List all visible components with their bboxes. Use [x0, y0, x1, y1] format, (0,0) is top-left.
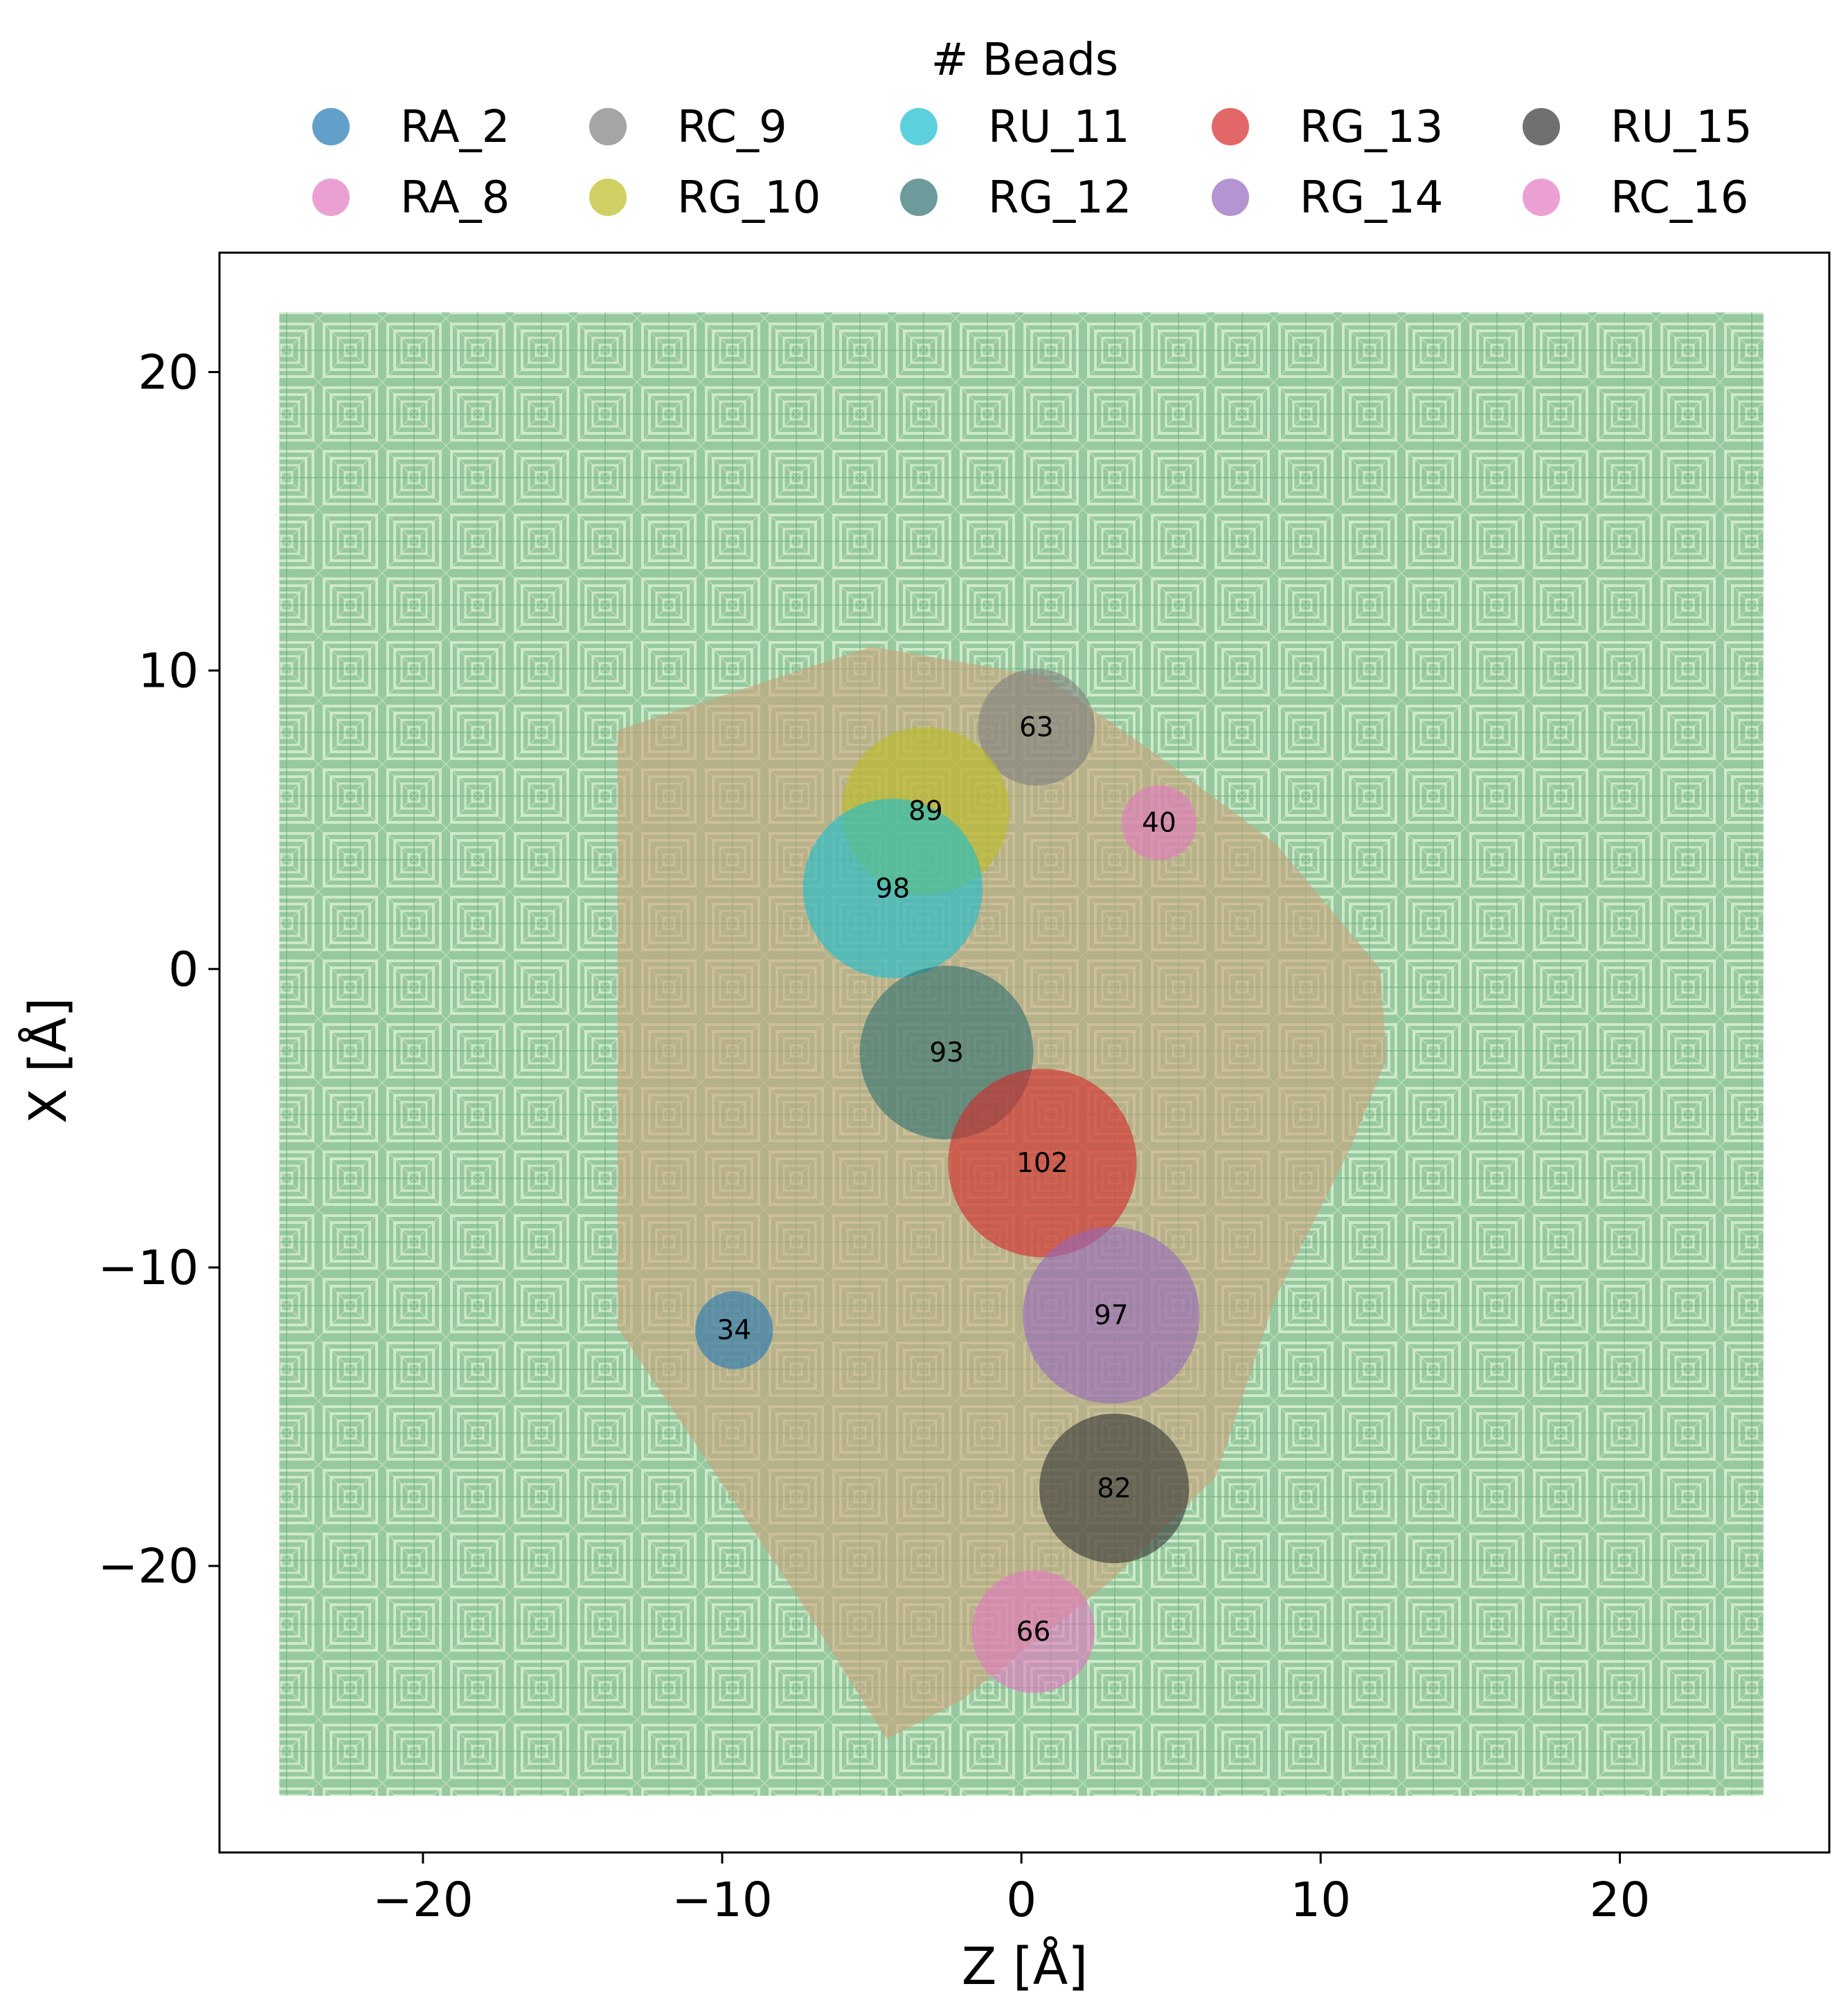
- legend-marker: [589, 108, 627, 145]
- legend-label: RU_11: [988, 102, 1130, 153]
- plot-area: 34 63 89 98 93 102 97 82 66 40: [218, 251, 1831, 1854]
- x-axis-label: Z [Å]: [962, 1936, 1088, 1996]
- bead-count-label: 66: [1016, 1616, 1051, 1648]
- bead-markers: 34 63 89 98 93 102 97 82 66 40: [695, 669, 1200, 1693]
- y-tick-label: 10: [138, 644, 199, 699]
- x-tick-label: 10: [1290, 1873, 1351, 1928]
- x-tick-label: 0: [1006, 1873, 1037, 1928]
- y-tick-label: −10: [98, 1241, 199, 1296]
- legend-title: # Beads: [931, 35, 1118, 86]
- bead-count-label: 102: [1016, 1148, 1068, 1179]
- bead-circle-9: [1121, 785, 1196, 860]
- legend-marker: [589, 179, 627, 216]
- legend-label: RG_14: [1300, 172, 1444, 224]
- bead-count-label: 63: [1019, 712, 1054, 743]
- legend-marker: [900, 179, 938, 216]
- legend-marker: [1212, 108, 1249, 145]
- legend-marker: [312, 179, 350, 216]
- bead-circle-rg_13: [948, 1068, 1137, 1258]
- legend-label: RC_16: [1611, 172, 1748, 224]
- legend-marker: [1523, 179, 1560, 216]
- x-tick-label: −10: [672, 1873, 773, 1928]
- legend-label: RG_10: [677, 172, 821, 224]
- legend: RA_2 RA_8 RC_9 RG_10 RU_11 RG_12 RG_13 RG_14 RU_…: [312, 102, 1752, 224]
- legend-marker: [312, 108, 350, 145]
- bead-count-label: 93: [929, 1038, 964, 1069]
- bead-circle-ra_2: [695, 1291, 773, 1369]
- bead-circle-rg_14: [1023, 1227, 1200, 1404]
- bead-count-label: 82: [1097, 1473, 1131, 1504]
- bead-circle-ru_15: [1039, 1413, 1190, 1564]
- bead-circle-rc_9: [978, 669, 1095, 786]
- legend-label: RA_2: [400, 102, 510, 153]
- legend-label: RC_9: [677, 102, 787, 153]
- bead-circle-rc_16: [971, 1570, 1095, 1693]
- bead-count-label: 34: [717, 1315, 751, 1346]
- legend-label: RG_12: [988, 172, 1132, 224]
- plot-frame: [218, 251, 1831, 1854]
- legend-label: RA_8: [400, 172, 510, 224]
- x-tick-label: 20: [1590, 1873, 1651, 1928]
- legend-marker: [1523, 108, 1560, 145]
- legend-label: RU_15: [1611, 102, 1752, 153]
- legend-marker: [900, 108, 938, 145]
- bead-count-label: 89: [908, 795, 943, 827]
- x-axis-ticks: −20 −10 0 10 20: [373, 1852, 1650, 1928]
- bead-circle-ru_11: [802, 798, 983, 979]
- legend-marker: [1212, 179, 1249, 216]
- y-axis-ticks: 20 10 0 −10 −20: [98, 345, 219, 1594]
- y-axis-label: X [Å]: [17, 998, 78, 1124]
- y-tick-label: 20: [138, 345, 199, 400]
- x-tick-label: −20: [373, 1873, 474, 1928]
- bead-count-label: 97: [1094, 1300, 1129, 1331]
- bead-count-label: 40: [1142, 808, 1176, 839]
- bead-count-label: 98: [876, 873, 910, 904]
- y-tick-label: 0: [168, 942, 199, 998]
- legend-label: RG_13: [1300, 102, 1444, 153]
- y-tick-label: −20: [98, 1539, 199, 1594]
